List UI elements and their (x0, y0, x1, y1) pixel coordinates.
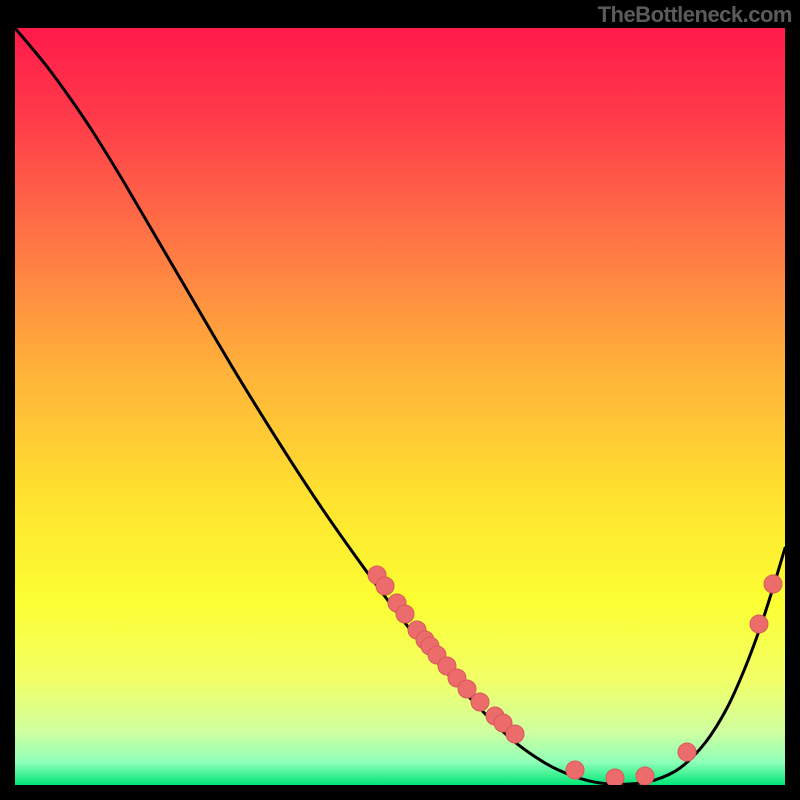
plot-area (15, 28, 785, 785)
data-marker (636, 767, 654, 785)
data-marker (506, 725, 524, 743)
data-marker (471, 693, 489, 711)
data-marker (396, 605, 414, 623)
data-marker (764, 575, 782, 593)
chart-container: TheBottleneck.com (0, 0, 800, 800)
data-marker (750, 615, 768, 633)
chart-background (15, 28, 785, 785)
data-marker (566, 761, 584, 779)
data-marker (606, 769, 624, 785)
data-marker (678, 743, 696, 761)
data-marker (376, 577, 394, 595)
watermark-text: TheBottleneck.com (598, 2, 792, 28)
bottleneck-curve-chart (15, 28, 785, 785)
